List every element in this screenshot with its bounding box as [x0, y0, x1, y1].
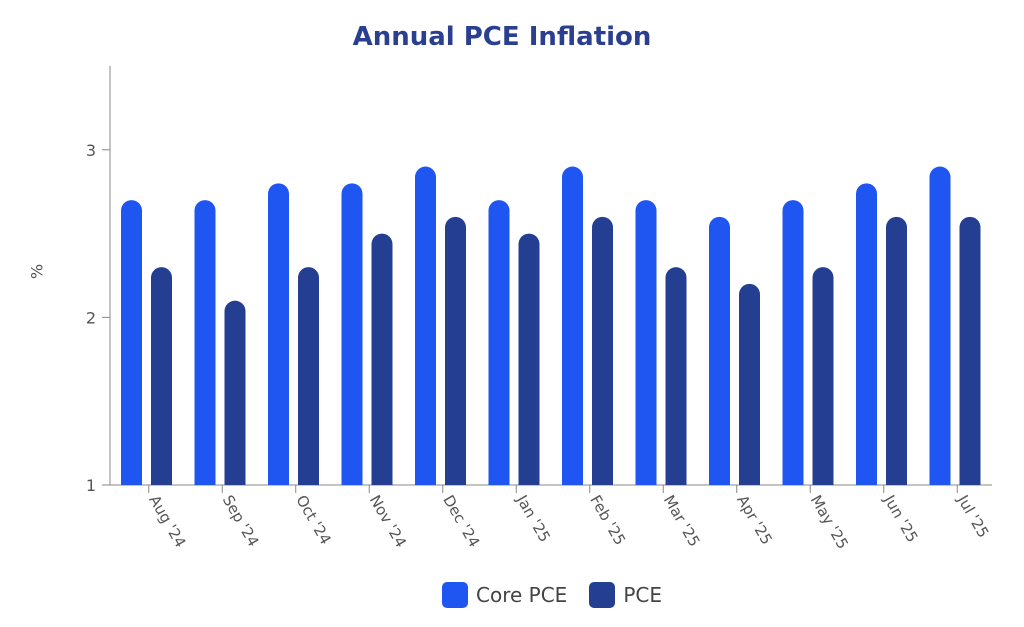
- bar-pce: [445, 216, 466, 485]
- x-tick-label: Apr '25: [733, 492, 776, 548]
- legend-item-pce[interactable]: PCE: [589, 582, 662, 608]
- bar-pce: [812, 267, 834, 485]
- bar-core-pce: [194, 200, 216, 485]
- y-tick-label: 2: [86, 308, 96, 327]
- bar-core-pce: [341, 183, 363, 486]
- bar-pce: [224, 300, 246, 485]
- x-tick-label: Aug '24: [145, 492, 189, 551]
- y-tick-label: 1: [86, 476, 96, 495]
- bar-pce: [298, 267, 319, 485]
- legend-swatch-core-pce: [442, 582, 468, 608]
- legend-swatch-pce: [589, 582, 616, 608]
- legend: Core PCE PCE: [0, 582, 1024, 608]
- bar-core-pce: [709, 216, 730, 485]
- bar-pce: [371, 233, 393, 485]
- x-tick-label: Oct '24: [292, 492, 335, 548]
- bar-pce: [739, 283, 760, 485]
- bar-pce: [592, 216, 613, 485]
- bar-core-pce: [782, 200, 804, 485]
- bar-core-pce: [929, 166, 951, 486]
- bar-pce: [518, 233, 540, 485]
- legend-item-core-pce[interactable]: Core PCE: [442, 582, 567, 608]
- bar-core-pce: [121, 200, 142, 485]
- bar-core-pce: [268, 183, 289, 486]
- x-tick-label: Jun '25: [880, 491, 922, 545]
- bar-core-pce: [415, 166, 436, 486]
- chart-title: Annual PCE Inflation: [352, 22, 652, 52]
- bar-pce: [151, 267, 172, 485]
- bar-core-pce: [635, 200, 657, 485]
- bar-pce: [959, 216, 981, 485]
- bar-pce: [886, 216, 907, 485]
- bar-core-pce: [856, 183, 877, 486]
- x-tick-label: Nov '24: [366, 492, 410, 551]
- x-tick-label: Feb '25: [586, 492, 629, 548]
- x-tick-label: May '25: [807, 492, 852, 552]
- x-tick-label: Jul '25: [953, 491, 992, 541]
- x-tick-label: Mar '25: [660, 492, 704, 550]
- y-tick-label: 3: [86, 141, 96, 160]
- x-tick-label: Jan '25: [512, 491, 554, 545]
- legend-label-core-pce: Core PCE: [476, 583, 568, 607]
- legend-label-pce: PCE: [623, 583, 662, 607]
- bar-core-pce: [562, 166, 583, 486]
- bar-pce: [665, 267, 687, 485]
- x-tick-label: Dec '24: [439, 492, 483, 550]
- bar-core-pce: [488, 200, 510, 485]
- x-tick-label: Sep '24: [219, 492, 263, 550]
